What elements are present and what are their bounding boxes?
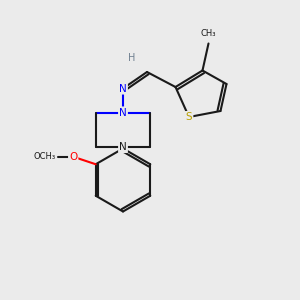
Text: N: N	[119, 83, 127, 94]
Text: N: N	[119, 142, 127, 152]
Text: O: O	[69, 152, 77, 162]
Text: S: S	[186, 112, 192, 122]
Text: N: N	[119, 107, 127, 118]
Text: H: H	[128, 53, 136, 64]
Text: OCH₃: OCH₃	[33, 152, 55, 161]
Text: CH₃: CH₃	[201, 28, 216, 38]
